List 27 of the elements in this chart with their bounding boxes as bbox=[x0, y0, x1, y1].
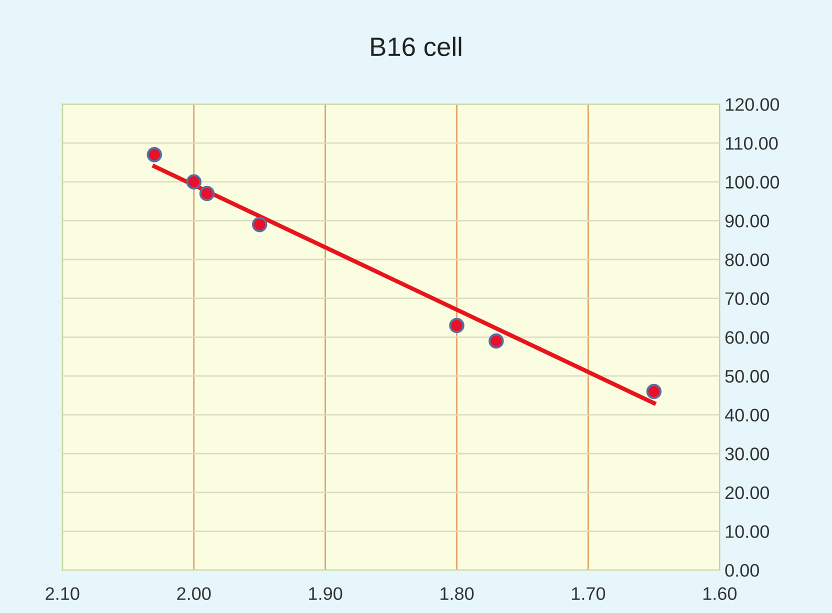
y-tick-label: 110.00 bbox=[726, 136, 778, 150]
y-tick-label: 30.00 bbox=[725, 448, 770, 460]
chart-title: B16 cell bbox=[371, 36, 462, 56]
x-tick-label: 1.80 bbox=[440, 587, 474, 600]
point bbox=[199, 186, 215, 202]
point bbox=[449, 318, 464, 334]
y-tick-label: 80.00 bbox=[725, 253, 770, 266]
point bbox=[488, 333, 504, 349]
x-tick-label: 1.70 bbox=[572, 587, 606, 600]
x-tick-label: 2.00 bbox=[177, 587, 211, 600]
point bbox=[252, 216, 268, 232]
y-tick-label: 120.00 bbox=[726, 98, 780, 111]
y-tick-label: 50.00 bbox=[725, 370, 770, 383]
y-tick-label: 60.00 bbox=[725, 331, 770, 344]
x-tick-label: 1.60 bbox=[703, 587, 737, 600]
y-tick-label: 10.00 bbox=[726, 525, 770, 538]
y-tick-label: 100.00 bbox=[726, 176, 780, 189]
point bbox=[646, 384, 662, 400]
x-tick-label: 1.90 bbox=[309, 587, 342, 600]
point bbox=[186, 174, 202, 190]
point bbox=[146, 147, 162, 162]
y-tick-label: 20.00 bbox=[725, 486, 770, 500]
y-tick-label: 90.00 bbox=[725, 214, 770, 228]
y-tick-label: 0.00 bbox=[725, 564, 759, 577]
y-tick-label: 70.00 bbox=[725, 292, 770, 306]
x-tick-label: 2.10 bbox=[46, 587, 80, 600]
y-tick-label: 40.00 bbox=[724, 408, 770, 422]
